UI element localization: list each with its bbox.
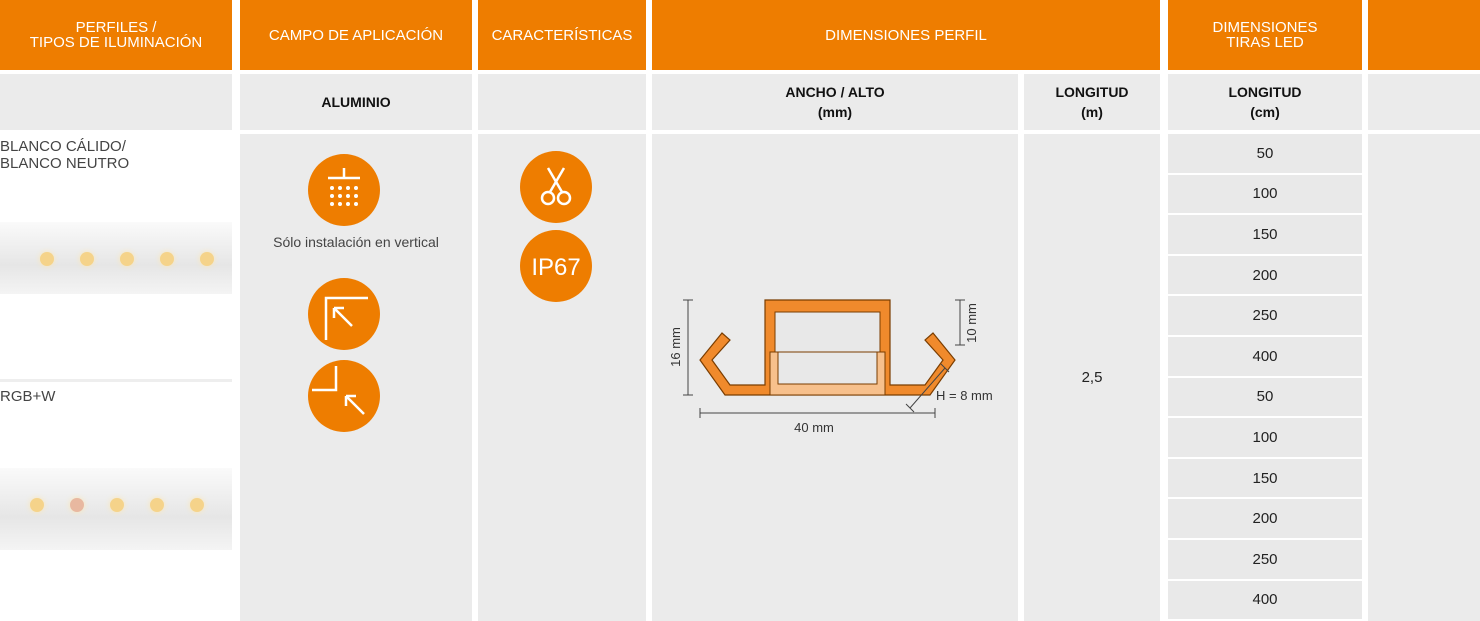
subheader-cell: LONGITUD (m) xyxy=(1024,74,1160,130)
subheader-cell: ANCHO / ALTO (mm) xyxy=(652,74,1018,130)
strip-length: 200 xyxy=(1168,255,1362,295)
strip-length: 100 xyxy=(1168,174,1362,214)
strip-length: 250 xyxy=(1168,540,1362,579)
header-cell: DIMENSIONES PERFIL xyxy=(652,0,1160,70)
strip-length: 250 xyxy=(1168,296,1362,335)
subheader-cell: LONGITUD (cm) xyxy=(1168,74,1362,130)
led-strip-image xyxy=(0,468,232,550)
strip-length: 200 xyxy=(1168,499,1362,538)
strip-length: 100 xyxy=(1168,418,1362,457)
header-cell xyxy=(1368,0,1480,70)
strip-length: 150 xyxy=(1168,215,1362,254)
body-cell xyxy=(240,134,472,621)
subheader-cell xyxy=(478,74,646,130)
strip-length: 400 xyxy=(1168,580,1362,620)
body-cell xyxy=(1368,134,1480,621)
subheader-cell xyxy=(1368,74,1480,130)
subheader-cell: ALUMINIO xyxy=(240,74,472,130)
strip-length: 150 xyxy=(1168,458,1362,498)
header-cell: CAMPO DE APLICACIÓN xyxy=(240,0,472,70)
row-label: RGB+W xyxy=(0,388,56,405)
header-cell: DIMENSIONES TIRAS LED xyxy=(1168,0,1362,70)
subheader-cell xyxy=(0,74,232,130)
header-cell: PERFILES / TIPOS DE ILUMINACIÓN xyxy=(0,0,232,70)
application-note: Sólo instalación en vertical xyxy=(273,234,439,250)
body-cell xyxy=(478,134,646,621)
strip-length: 50 xyxy=(1168,134,1362,173)
profile-length: 2,5 xyxy=(1024,134,1160,621)
strip-length: 400 xyxy=(1168,337,1362,376)
row-label: BLANCO CÁLIDO/ BLANCO NEUTRO xyxy=(0,138,130,172)
body-cell xyxy=(652,134,1018,621)
separator xyxy=(0,379,232,382)
led-strip-image xyxy=(0,222,232,294)
strip-length: 50 xyxy=(1168,377,1362,417)
header-cell: CARACTERÍSTICAS xyxy=(478,0,646,70)
